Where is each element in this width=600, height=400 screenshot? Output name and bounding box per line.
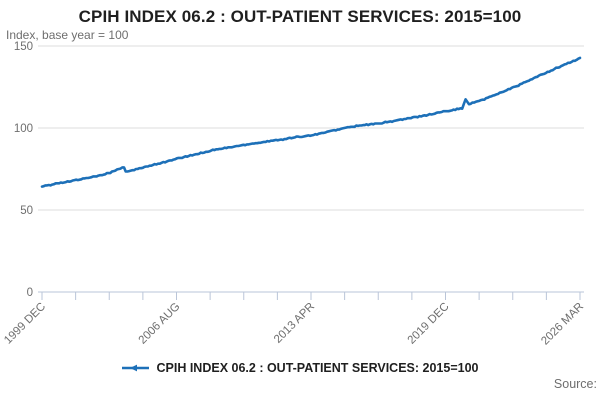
y-tick-label: 0 (27, 287, 33, 299)
y-tick-label: 150 (14, 41, 33, 53)
legend: CPIH INDEX 06.2 : OUT-PATIENT SERVICES: … (0, 361, 600, 375)
y-tick-label: 100 (14, 123, 33, 135)
legend-label: CPIH INDEX 06.2 : OUT-PATIENT SERVICES: … (156, 361, 479, 375)
y-tick-label: 50 (20, 205, 33, 217)
legend-item[interactable]: CPIH INDEX 06.2 : OUT-PATIENT SERVICES: … (121, 361, 479, 375)
series-line[interactable] (40, 56, 582, 188)
line-series-marker-icon (121, 364, 149, 372)
y-axis-unit-label: Index, base year = 100 (6, 28, 129, 42)
x-tick-label: 1999 DEC (2, 301, 48, 347)
x-tick-label: 2013 APR (272, 301, 317, 346)
chart-title: CPIH INDEX 06.2 : OUT-PATIENT SERVICES: … (78, 7, 522, 26)
x-tick-label: 2006 AUG (137, 301, 183, 347)
x-tick-label: 2026 MAR (539, 301, 586, 348)
x-tick-label: 2019 DEC (406, 301, 452, 347)
source-label: Source: (553, 377, 597, 391)
